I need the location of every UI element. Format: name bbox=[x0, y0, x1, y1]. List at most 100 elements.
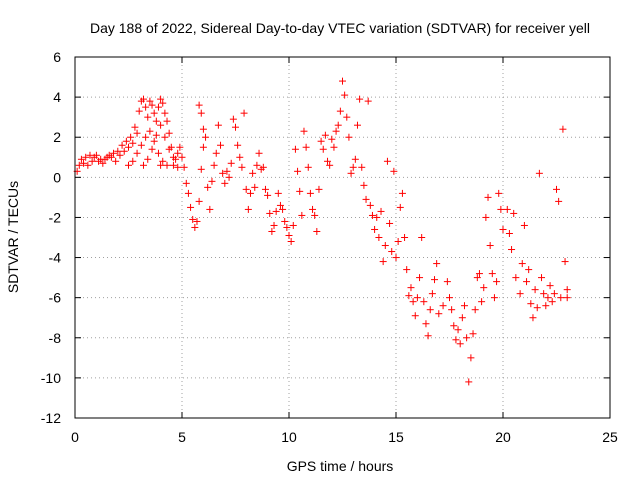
data-point bbox=[454, 326, 462, 334]
data-point bbox=[304, 163, 312, 171]
data-point bbox=[251, 183, 259, 191]
data-point bbox=[197, 109, 205, 117]
data-point bbox=[268, 227, 276, 235]
data-point bbox=[366, 201, 374, 209]
data-point bbox=[516, 290, 524, 298]
data-point bbox=[276, 201, 284, 209]
data-point bbox=[244, 205, 252, 213]
data-point bbox=[559, 125, 567, 133]
grid-lines bbox=[75, 57, 610, 418]
data-point bbox=[328, 135, 336, 143]
data-point bbox=[86, 151, 94, 159]
data-point bbox=[302, 143, 310, 151]
data-point bbox=[202, 133, 210, 141]
data-point bbox=[315, 185, 323, 193]
data-point bbox=[309, 205, 317, 213]
data-point bbox=[377, 207, 385, 215]
data-point bbox=[259, 163, 267, 171]
data-point bbox=[544, 294, 552, 302]
data-point bbox=[206, 205, 214, 213]
data-point bbox=[157, 95, 165, 103]
y-tick-label: -12 bbox=[41, 410, 61, 426]
data-point bbox=[448, 306, 456, 314]
data-point bbox=[137, 141, 145, 149]
data-point bbox=[542, 302, 550, 310]
data-points bbox=[73, 77, 571, 386]
data-point bbox=[353, 121, 361, 129]
data-point bbox=[279, 205, 287, 213]
data-point bbox=[139, 161, 147, 169]
data-point bbox=[120, 147, 128, 155]
data-point bbox=[339, 77, 346, 85]
data-point bbox=[324, 157, 332, 165]
data-point bbox=[443, 278, 451, 286]
data-point bbox=[178, 153, 186, 161]
data-point bbox=[356, 95, 364, 103]
data-point bbox=[294, 167, 302, 175]
data-point bbox=[227, 159, 235, 167]
data-point bbox=[191, 223, 199, 231]
data-point bbox=[467, 354, 475, 362]
data-point bbox=[270, 221, 278, 229]
chart-title: Day 188 of 2022, Sidereal Day-to-day VTE… bbox=[90, 20, 590, 36]
data-point bbox=[246, 189, 254, 197]
data-point bbox=[446, 294, 453, 302]
data-point bbox=[523, 278, 531, 286]
data-point bbox=[125, 143, 132, 151]
data-point bbox=[495, 189, 503, 197]
data-point bbox=[360, 181, 368, 189]
data-point bbox=[364, 97, 372, 105]
data-point bbox=[285, 231, 293, 239]
data-point bbox=[386, 219, 394, 227]
data-point bbox=[163, 161, 171, 169]
data-point bbox=[345, 133, 353, 141]
data-point bbox=[182, 179, 190, 187]
data-point bbox=[326, 161, 334, 169]
data-point bbox=[180, 163, 188, 171]
data-point bbox=[99, 159, 107, 167]
data-point bbox=[321, 131, 329, 139]
data-point bbox=[195, 101, 203, 109]
data-point bbox=[486, 242, 494, 250]
data-point bbox=[471, 306, 479, 314]
data-point bbox=[163, 117, 171, 125]
data-point bbox=[499, 225, 507, 233]
data-point bbox=[469, 330, 477, 338]
data-point bbox=[165, 129, 173, 137]
data-point bbox=[473, 274, 481, 282]
data-point bbox=[465, 378, 473, 386]
data-point bbox=[553, 185, 560, 193]
data-point bbox=[82, 153, 90, 161]
data-point bbox=[150, 137, 158, 145]
data-point bbox=[159, 157, 167, 165]
data-point bbox=[431, 276, 439, 284]
data-point bbox=[208, 177, 216, 185]
data-point bbox=[199, 125, 207, 133]
data-point bbox=[373, 213, 381, 221]
data-point bbox=[242, 185, 250, 193]
data-point bbox=[480, 284, 488, 292]
data-point bbox=[362, 195, 370, 203]
data-point bbox=[112, 157, 120, 165]
data-point bbox=[529, 314, 537, 322]
data-point bbox=[148, 101, 156, 109]
data-point bbox=[210, 161, 218, 169]
data-point bbox=[199, 143, 207, 151]
data-point bbox=[433, 260, 441, 268]
data-point bbox=[281, 217, 289, 225]
data-point bbox=[214, 121, 222, 129]
data-point bbox=[330, 143, 338, 151]
data-point bbox=[403, 266, 411, 274]
data-point bbox=[274, 189, 282, 197]
data-point bbox=[291, 145, 299, 153]
data-point bbox=[371, 225, 379, 233]
data-point bbox=[548, 298, 556, 306]
data-point bbox=[195, 197, 203, 205]
data-point bbox=[148, 145, 156, 153]
data-point bbox=[174, 163, 182, 171]
data-point bbox=[229, 115, 237, 123]
data-point bbox=[161, 109, 169, 117]
y-tick-label: -10 bbox=[41, 370, 61, 386]
data-point bbox=[482, 213, 490, 221]
data-point bbox=[174, 149, 182, 157]
